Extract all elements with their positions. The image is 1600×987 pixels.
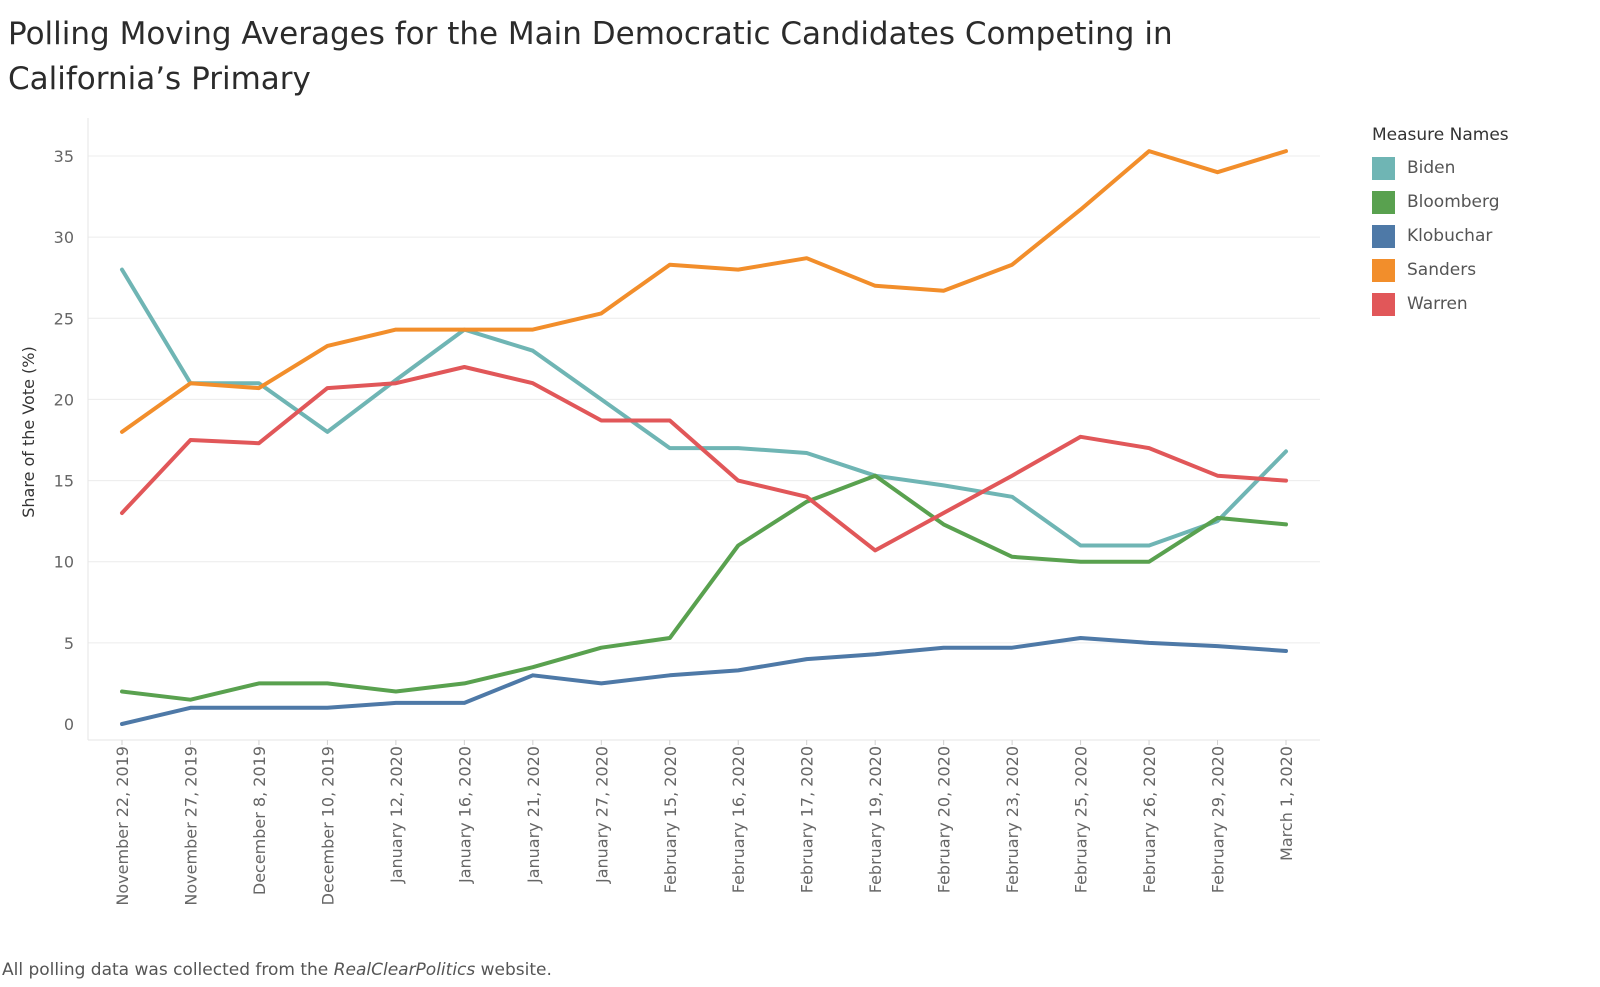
y-tick-label: 35 <box>54 147 74 166</box>
axes: 0 5 10 15 20 25 30 35 November 22, 2019 November … <box>54 118 1320 906</box>
y-axis-label: Share of the Vote (%) <box>19 346 38 518</box>
y-tick-label: 20 <box>54 390 74 409</box>
legend-label: Bloomberg <box>1407 192 1500 212</box>
x-tick-label: February 19, 2020 <box>866 746 885 893</box>
legend-swatch <box>1372 156 1395 180</box>
footnote-prefix: All polling data was collected from the <box>2 960 334 980</box>
series-line-warren[interactable] <box>120 365 1288 553</box>
legend: Measure Names Biden Bloomberg Klobuchar San… <box>1372 125 1592 321</box>
y-tick-label: 15 <box>54 472 74 491</box>
x-tick-label: November 22, 2019 <box>113 746 132 906</box>
x-tick-label: January 16, 2020 <box>455 746 474 884</box>
y-tick-label: 25 <box>54 309 74 328</box>
footnote: All polling data was collected from the … <box>2 960 552 980</box>
legend-swatch <box>1372 224 1395 248</box>
y-tick-label: 5 <box>64 634 74 653</box>
legend-item-warren[interactable]: Warren <box>1372 287 1592 321</box>
x-tick-label: February 20, 2020 <box>935 746 954 893</box>
x-tick-label: November 27, 2019 <box>181 746 200 906</box>
legend-label: Klobuchar <box>1407 226 1493 246</box>
series-line-sanders[interactable] <box>120 149 1288 434</box>
footnote-suffix: website. <box>475 960 552 980</box>
x-tick-label: February 29, 2020 <box>1209 746 1228 893</box>
y-tick-label: 10 <box>54 553 74 572</box>
series-line-bloomberg[interactable] <box>120 473 1288 702</box>
series-lines <box>120 149 1288 726</box>
series-line-biden[interactable] <box>120 267 1288 548</box>
x-tick-label: February 16, 2020 <box>729 746 748 893</box>
x-tick-label: January 21, 2020 <box>524 746 543 884</box>
legend-item-biden[interactable]: Biden <box>1372 151 1592 185</box>
legend-swatch <box>1372 292 1395 316</box>
x-tick-label: March 1, 2020 <box>1277 746 1296 861</box>
x-tick-label: February 26, 2020 <box>1140 746 1159 893</box>
y-tick-label: 30 <box>54 228 74 247</box>
legend-label: Warren <box>1407 294 1468 314</box>
y-tick-label: 0 <box>64 715 74 734</box>
legend-swatch <box>1372 258 1395 282</box>
x-tick-label: December 8, 2019 <box>250 746 269 895</box>
x-tick-label: February 15, 2020 <box>661 746 680 893</box>
x-tick-label: December 10, 2019 <box>318 746 337 905</box>
legend-title: Measure Names <box>1372 125 1509 145</box>
footnote-source: RealClearPolitics <box>333 960 476 980</box>
legend-items: Biden Bloomberg Klobuchar Sanders Warren <box>1372 151 1592 321</box>
x-tick-label: February 23, 2020 <box>1003 746 1022 893</box>
x-tick-label: January 12, 2020 <box>387 746 406 884</box>
chart-title: Polling Moving Averages for the Main Dem… <box>8 16 1173 97</box>
legend-item-klobuchar[interactable]: Klobuchar <box>1372 219 1592 253</box>
legend-item-sanders[interactable]: Sanders <box>1372 253 1592 287</box>
x-tick-label: January 27, 2020 <box>592 746 611 884</box>
x-tick-label: February 25, 2020 <box>1072 746 1091 893</box>
series-line-klobuchar[interactable] <box>120 636 1288 726</box>
legend-label: Sanders <box>1407 260 1477 280</box>
legend-item-bloomberg[interactable]: Bloomberg <box>1372 185 1592 219</box>
gridlines <box>88 155 1320 644</box>
x-tick-label: February 17, 2020 <box>798 746 817 893</box>
legend-swatch <box>1372 190 1395 214</box>
legend-label: Biden <box>1407 158 1456 178</box>
